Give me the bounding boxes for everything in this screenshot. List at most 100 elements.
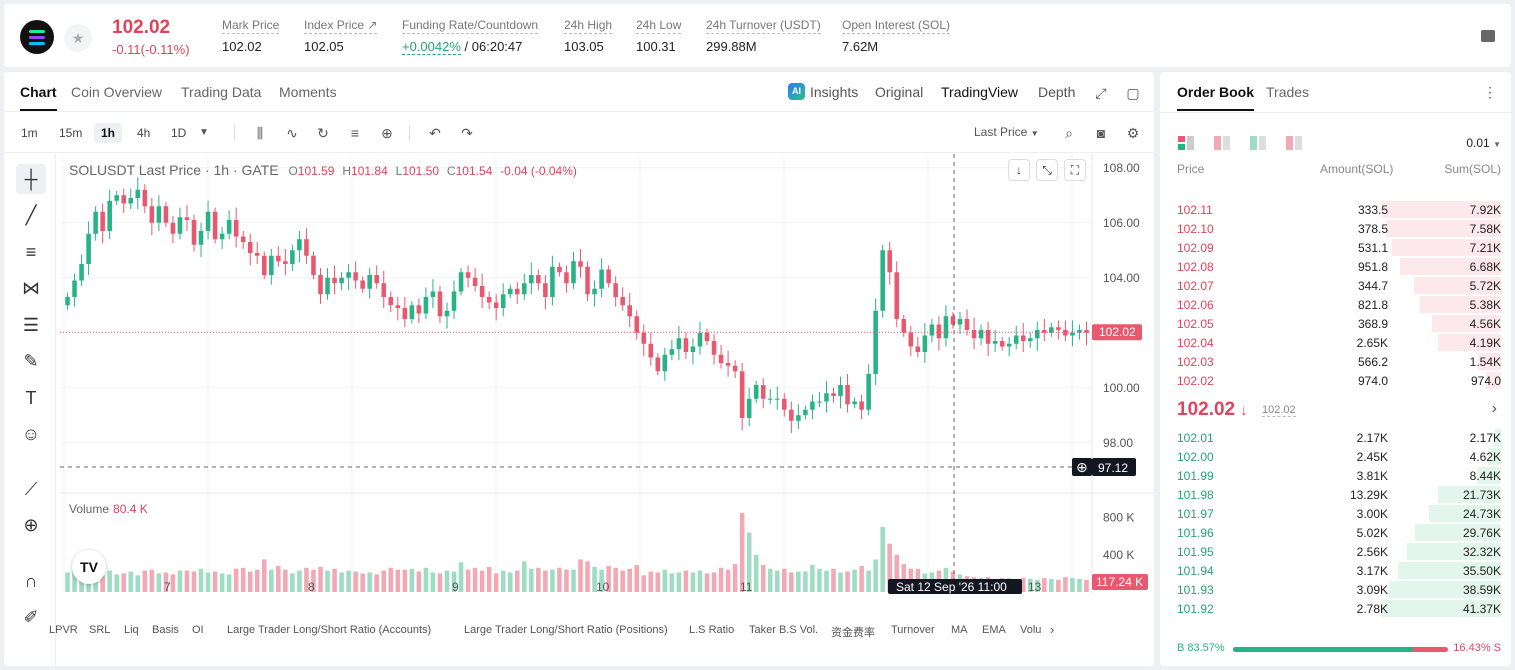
indicator-ls-accounts[interactable]: Large Trader Long/Short Ratio (Accounts) [227, 624, 432, 636]
tab-trading-data[interactable]: Trading Data [181, 84, 262, 100]
tab-trades[interactable]: Trades [1266, 84, 1310, 100]
indicator-taker-bs[interactable]: Taker B.S Vol. [749, 624, 819, 636]
tab-chart[interactable]: Chart [20, 84, 57, 111]
stat-value: 100.31 [636, 39, 676, 54]
indicator-srl[interactable]: SRL [89, 624, 111, 636]
timeframe-1d[interactable]: 1D [171, 126, 187, 140]
ask-row[interactable]: 102.06 821.8 5.38K [1160, 295, 1511, 314]
stat-24h-low: 24h Low 100.31 [636, 18, 682, 54]
indicator-ema[interactable]: EMA [982, 624, 1006, 636]
magnet-icon[interactable]: ∩ [24, 571, 38, 591]
volume-bar [437, 573, 443, 592]
book-both-icon[interactable] [1178, 136, 1194, 150]
indicator-ls-positions[interactable]: Large Trader Long/Short Ratio (Positions… [464, 624, 668, 636]
tab-moments[interactable]: Moments [279, 84, 337, 100]
fib-icon[interactable]: ☰ [22, 315, 40, 335]
book-bids-icon[interactable] [1250, 136, 1266, 150]
arrow-down-icon[interactable]: ↓ [1008, 159, 1030, 181]
view-tradingview[interactable]: TradingView [941, 84, 1019, 100]
indicator-turnover[interactable]: Turnover [891, 624, 935, 636]
tab-order-book[interactable]: Order Book [1177, 84, 1255, 111]
bid-row[interactable]: 101.97 3.00K 24.73K [1160, 504, 1511, 523]
bid-row[interactable]: 102.01 2.17K 2.17K [1160, 428, 1511, 447]
price-source-select[interactable]: Last Price ▼ [974, 125, 1039, 139]
collapse-icon[interactable]: ⤡ [1036, 159, 1058, 181]
book-split-icon[interactable] [1286, 136, 1302, 150]
bid-row[interactable]: 101.96 5.02K 29.76K [1160, 523, 1511, 542]
stat-index-price[interactable]: Index Price ↗ 102.05 [304, 18, 378, 54]
expand-icon[interactable]: ⤢ [1095, 85, 1107, 101]
emoji-icon[interactable]: ☺ [21, 424, 41, 444]
external-link-icon[interactable]: ↗ [367, 18, 378, 32]
timeframe-15m[interactable]: 15m [59, 126, 83, 140]
window-icon[interactable]: ▢ [1126, 85, 1140, 101]
book-asks-icon[interactable] [1214, 136, 1230, 150]
bid-row[interactable]: 102.00 2.45K 4.62K [1160, 447, 1511, 466]
bid-row[interactable]: 101.95 2.56K 32.32K [1160, 542, 1511, 561]
indicator-basis[interactable]: Basis [152, 624, 179, 636]
ask-row[interactable]: 102.10 378.5 7.58K [1160, 219, 1511, 238]
horizontal-lines-icon[interactable]: ≡ [25, 242, 37, 262]
bid-row[interactable]: 101.92 2.78K 41.37K [1160, 599, 1511, 618]
view-insights[interactable]: Insights [810, 84, 859, 100]
ask-row[interactable]: 102.07 344.7 5.72K [1160, 276, 1511, 295]
precision-select[interactable]: 0.01 ▼ [1466, 136, 1501, 150]
crosshair-icon[interactable]: ┼ [16, 164, 46, 194]
indicator-ma[interactable]: MA [951, 624, 968, 636]
chevron-right-icon[interactable]: › [1491, 400, 1497, 417]
favorite-star-icon[interactable]: ★ [64, 24, 92, 52]
buy-sell-ratio: B 83.57% 16.43% S [1177, 642, 1507, 656]
candle [557, 266, 562, 273]
ask-row[interactable]: 102.11 333.5 7.92K [1160, 200, 1511, 219]
text-icon[interactable]: T [25, 388, 37, 408]
pattern-icon[interactable]: ⋈ [22, 278, 40, 298]
bid-row[interactable]: 101.93 3.09K 38.59K [1160, 580, 1511, 599]
bid-row[interactable]: 101.99 3.81K 8.44K [1160, 466, 1511, 485]
undo-icon[interactable]: ↶ [429, 125, 441, 141]
tab-coin-overview[interactable]: Coin Overview [71, 84, 163, 100]
timeframe-1h[interactable]: 1h [94, 123, 123, 143]
redo-icon[interactable]: ↷ [461, 125, 473, 141]
indicator-funding-rate[interactable]: 资金费率 [831, 627, 875, 639]
chevron-right-icon[interactable]: › [1050, 622, 1055, 637]
indicator-oi[interactable]: OI [192, 624, 204, 636]
candle [65, 297, 70, 306]
view-original[interactable]: Original [875, 84, 924, 100]
add-alert-icon[interactable]: ⊕ [381, 125, 393, 141]
zoom-in-icon[interactable]: ⊕ [23, 515, 39, 535]
camera-icon[interactable]: ◙ [1096, 125, 1106, 141]
fullscreen-icon[interactable]: ⛶ [1064, 159, 1086, 181]
refresh-icon[interactable]: ↻ [317, 125, 329, 141]
more-icon[interactable]: ⋮ [1483, 84, 1497, 100]
ask-row[interactable]: 102.02 974.0 974.0 [1160, 371, 1511, 390]
ruler-icon[interactable]: ⟋ [24, 479, 38, 499]
indicator-ls-ratio[interactable]: L.S Ratio [689, 624, 735, 636]
candlestick-type-icon[interactable]: ⫼ [256, 125, 264, 141]
trend-line-icon[interactable]: ╱ [25, 205, 37, 225]
indicator-liq[interactable]: Liq [124, 624, 139, 636]
guide-book-icon[interactable] [1481, 30, 1495, 42]
ask-row[interactable]: 102.09 531.1 7.21K [1160, 238, 1511, 257]
ask-row[interactable]: 102.05 368.9 4.56K [1160, 314, 1511, 333]
templates-icon[interactable]: ≡ [350, 125, 360, 141]
ask-row[interactable]: 102.03 566.2 1.54K [1160, 352, 1511, 371]
search-icon[interactable]: ⌕ [1065, 125, 1073, 141]
bid-row[interactable]: 101.98 13.29K 21.73K [1160, 485, 1511, 504]
ask-row[interactable]: 102.08 951.8 6.68K [1160, 257, 1511, 276]
candle [198, 231, 204, 245]
chevron-down-icon[interactable]: ▼ [199, 127, 209, 138]
candle [93, 211, 98, 234]
timeframe-4h[interactable]: 4h [137, 126, 151, 140]
indicator-volume[interactable]: Volu [1020, 624, 1042, 636]
indicators-icon[interactable]: ∿ [286, 125, 298, 141]
ask-row[interactable]: 102.04 2.65K 4.19K [1160, 333, 1511, 352]
brush-icon[interactable]: ✎ [23, 351, 39, 371]
indicator-lpvr[interactable]: LPVR [49, 624, 78, 636]
view-depth[interactable]: Depth [1038, 84, 1076, 100]
gear-icon[interactable]: ⚙ [1126, 125, 1140, 141]
stat-value: 299.88M [706, 39, 757, 54]
bid-row[interactable]: 101.94 3.17K 35.50K [1160, 561, 1511, 580]
pencil-lock-icon[interactable]: ✐ [23, 607, 39, 627]
timeframe-1m[interactable]: 1m [21, 126, 38, 140]
